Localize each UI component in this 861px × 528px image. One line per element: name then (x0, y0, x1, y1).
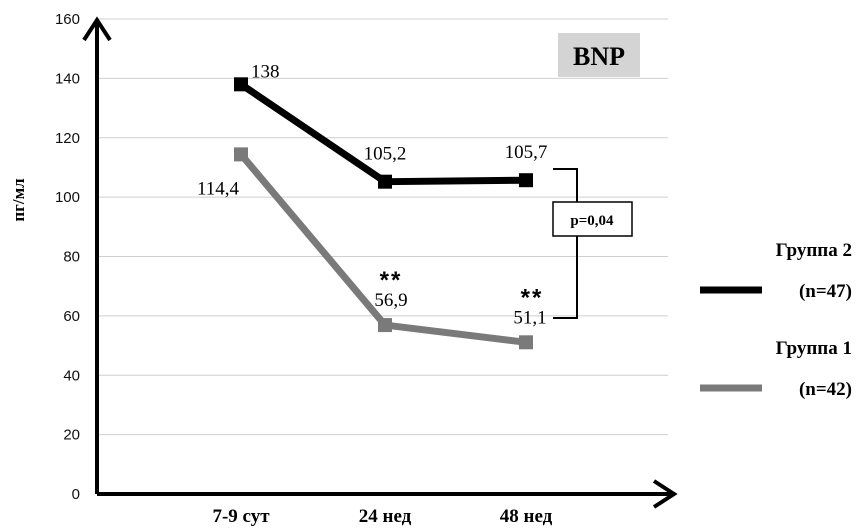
y-tick-label: 60 (63, 308, 80, 325)
data-label: 105,2 (364, 144, 407, 165)
data-labels: 138 105,2 105,7 114,4 56,9 51,1 (197, 61, 547, 328)
y-tick-label: 120 (55, 130, 80, 147)
data-point-marker (519, 335, 533, 350)
p-value-label: p=0,04 (570, 213, 614, 229)
y-axis-label: пг/мл (9, 178, 28, 222)
significance-stars: ** (380, 267, 403, 294)
y-tick-label: 80 (63, 249, 80, 266)
significance-stars: ** (521, 284, 544, 311)
title-box (558, 33, 640, 77)
y-axis-arrowhead (82, 16, 112, 42)
data-point-marker (234, 147, 248, 162)
x-tick-label: 48 нед (500, 506, 553, 527)
data-point-marker (378, 174, 392, 189)
data-label: 114,4 (197, 178, 240, 199)
data-label: 105,7 (505, 142, 548, 163)
gridlines (97, 18, 668, 436)
legend-n-label: (n=47) (799, 281, 852, 302)
y-tick-labels: 0 20 40 60 80 100 120 140 160 (55, 11, 80, 503)
series-lines (234, 77, 533, 350)
significance-bracket (553, 168, 578, 319)
y-tick-label: 100 (55, 189, 80, 206)
y-tick-label: 40 (63, 367, 80, 384)
series-line (239, 81, 527, 186)
data-label: 138 (251, 61, 280, 82)
y-tick-label: 160 (55, 11, 80, 28)
x-tick-labels: 7-9 сут 24 нед 48 нед (212, 506, 552, 527)
data-label: 56,9 (374, 290, 407, 311)
data-point-marker (378, 318, 392, 333)
data-point-marker (519, 173, 533, 188)
data-label: 51,1 (513, 307, 546, 328)
y-tick-label: 20 (63, 427, 80, 444)
chart-title: BNP (573, 42, 625, 71)
legend-label: Группа 2 (776, 240, 852, 261)
x-tick-label: 7-9 сут (212, 506, 270, 527)
legend-n-label: (n=42) (799, 379, 852, 400)
y-tick-label: 140 (55, 70, 80, 87)
y-tick-label: 0 (72, 486, 80, 503)
significance-marks: ** ** (380, 267, 544, 311)
x-axis-arrowhead (652, 479, 678, 509)
legend: Группа 2 (n=47) Группа 1 (n=42) (700, 240, 852, 400)
legend-label: Группа 1 (776, 338, 852, 359)
x-tick-label: 24 нед (359, 506, 412, 527)
data-point-marker (234, 77, 248, 92)
p-value-box (552, 201, 633, 237)
